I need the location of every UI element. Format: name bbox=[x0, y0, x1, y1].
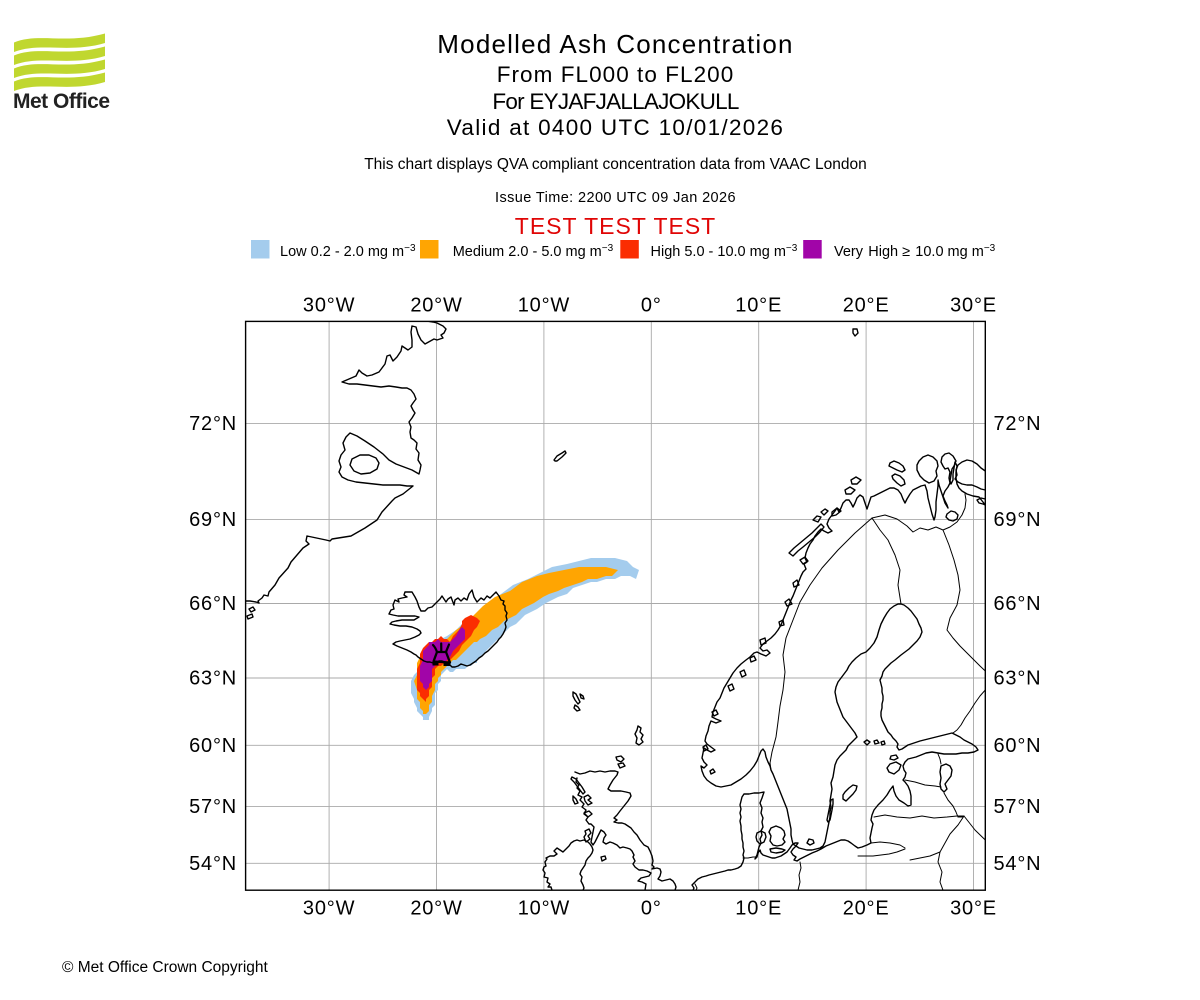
svg-text:10°W: 10°W bbox=[518, 898, 570, 920]
svg-text:57°N: 57°N bbox=[189, 796, 237, 818]
svg-text:Met Office: Met Office bbox=[13, 90, 110, 113]
svg-text:30°E: 30°E bbox=[950, 295, 997, 317]
svg-text:66°N: 66°N bbox=[994, 593, 1042, 615]
svg-text:10°E: 10°E bbox=[735, 898, 782, 920]
svg-text:72°N: 72°N bbox=[189, 413, 237, 435]
svg-text:66°N: 66°N bbox=[189, 593, 237, 615]
svg-text:63°N: 63°N bbox=[189, 668, 237, 690]
svg-text:20°E: 20°E bbox=[843, 295, 890, 317]
svg-text:63°N: 63°N bbox=[994, 668, 1042, 690]
svg-text:0°: 0° bbox=[641, 898, 662, 920]
svg-text:30°E: 30°E bbox=[950, 898, 997, 920]
svg-text:20°W: 20°W bbox=[410, 898, 462, 920]
svg-text:30°W: 30°W bbox=[303, 295, 355, 317]
svg-text:54°N: 54°N bbox=[994, 853, 1042, 875]
svg-text:60°N: 60°N bbox=[994, 735, 1042, 757]
svg-text:0°: 0° bbox=[641, 295, 662, 317]
svg-text:20°E: 20°E bbox=[843, 898, 890, 920]
svg-text:57°N: 57°N bbox=[994, 796, 1042, 818]
svg-text:72°N: 72°N bbox=[994, 413, 1042, 435]
svg-text:69°N: 69°N bbox=[189, 509, 237, 531]
svg-text:54°N: 54°N bbox=[189, 853, 237, 875]
svg-text:30°W: 30°W bbox=[303, 898, 355, 920]
svg-text:10°E: 10°E bbox=[735, 295, 782, 317]
svg-text:Medium 2.0 - 5.0 mg m−3: Medium 2.0 - 5.0 mg m−3 bbox=[453, 243, 614, 260]
svg-text:60°N: 60°N bbox=[189, 735, 237, 757]
svg-text:Very High ≥ 10.0 mg m−3: Very High ≥ 10.0 mg m−3 bbox=[834, 243, 996, 260]
svg-text:High 5.0 - 10.0 mg m−3: High 5.0 - 10.0 mg m−3 bbox=[651, 243, 798, 260]
svg-text:Low 0.2 - 2.0 mg m−3: Low 0.2 - 2.0 mg m−3 bbox=[280, 243, 416, 260]
svg-text:10°W: 10°W bbox=[518, 295, 570, 317]
svg-text:69°N: 69°N bbox=[994, 509, 1042, 531]
svg-text:20°W: 20°W bbox=[410, 295, 462, 317]
